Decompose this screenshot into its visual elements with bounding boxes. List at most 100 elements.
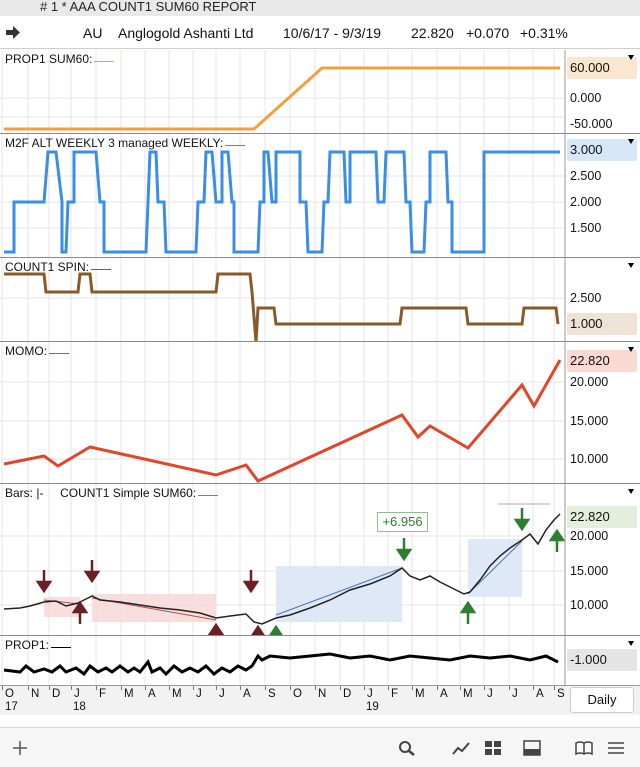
x-tick-mark <box>340 686 341 690</box>
current-value-badge: -1.000 <box>567 649 637 671</box>
symbol[interactable]: AU <box>83 25 103 41</box>
x-year-label: 19 <box>366 701 379 713</box>
x-month-label: S <box>268 688 276 700</box>
panel-menu-icon[interactable] <box>628 347 634 352</box>
current-value-badge: 60.000 <box>567 57 637 79</box>
panel-menu-icon[interactable] <box>628 139 634 144</box>
x-month-label: F <box>99 688 107 700</box>
x-tick-mark <box>412 686 413 690</box>
window-title: # 1 * AAA COUNT1 SUM60 REPORT <box>0 0 640 16</box>
m2f-panel[interactable]: M2F ALT WEEKLY 3 managed WEEKLY: 3.000 2… <box>0 134 640 258</box>
price-line <box>3 513 561 625</box>
prop1-panel[interactable]: PROP1: -1.000 <box>0 636 640 685</box>
x-month-label: J <box>219 688 225 700</box>
buy-arrow-marker <box>71 600 265 635</box>
panel-menu-icon[interactable] <box>628 263 634 268</box>
x-tick-mark <box>484 686 485 690</box>
green-arrow-marker <box>269 508 566 635</box>
y-tick: 2.500 <box>570 169 602 183</box>
gain-callout: +6.956 <box>377 512 428 532</box>
x-tick-mark <box>169 686 170 690</box>
x-month-label: A <box>536 688 544 700</box>
x-month-label: J <box>512 688 518 700</box>
company-name: Anglogold Ashanti Ltd <box>118 25 254 41</box>
x-tick-mark <box>460 686 461 690</box>
x-tick-mark <box>364 686 365 690</box>
x-tick-mark <box>96 686 97 690</box>
x-tick-mark <box>290 686 291 690</box>
down-zone <box>92 594 216 622</box>
prop1-line <box>3 652 559 677</box>
panel-icon[interactable] <box>523 740 541 756</box>
x-month-label: F <box>391 688 399 700</box>
symbol-info-bar: AU Anglogold Ashanti Ltd 10/6/17 - 9/3/1… <box>0 16 640 49</box>
momo-line <box>3 359 562 483</box>
x-tick-mark <box>388 686 389 690</box>
y-tick: 2.000 <box>570 195 602 209</box>
last-price: 22.820 <box>411 25 454 41</box>
y-tick: 10.000 <box>570 598 609 612</box>
y-tick: 10.000 <box>570 452 609 466</box>
count1-spin-panel[interactable]: COUNT1 SPIN: 2.500 1.000 <box>0 258 640 342</box>
x-month-label: M <box>463 688 473 700</box>
x-month-label: M <box>124 688 134 700</box>
y-tick: 2.500 <box>570 291 602 305</box>
search-icon[interactable] <box>398 740 416 756</box>
x-tick-mark <box>121 686 122 690</box>
prop1-plot <box>1 636 566 685</box>
forward-arrow-icon[interactable] <box>6 26 20 39</box>
x-axis[interactable]: O N D J F M A M J J A S O N D J F M A M J J A S 17 18 19 <box>0 685 640 715</box>
menu-icon[interactable] <box>607 740 625 756</box>
y-tick: 15.000 <box>570 414 609 428</box>
x-tick-mark <box>240 686 241 690</box>
x-month-label: M <box>172 688 182 700</box>
y-tick: 0.000 <box>570 91 602 105</box>
panel-label: PROP1: <box>5 638 72 652</box>
panel-label: COUNT1 SPIN: <box>5 260 112 274</box>
down-zone <box>44 597 80 617</box>
panel-menu-icon[interactable] <box>628 55 634 60</box>
x-tick-mark <box>49 686 50 690</box>
panel-label: Bars: |- COUNT1 Simple SUM60: <box>5 486 219 500</box>
grid-icon[interactable] <box>484 740 502 756</box>
bars-panel[interactable]: Bars: |- COUNT1 Simple SUM60: 22.820 20.… <box>0 484 640 636</box>
x-month-label: O <box>5 688 14 700</box>
momo-panel[interactable]: MOMO: 22.820 20.000 15.000 10.000 <box>0 342 640 484</box>
price-change: +0.070 <box>466 25 510 41</box>
prop1-sum60-line <box>4 66 560 131</box>
current-value-badge: 3.000 <box>567 139 637 161</box>
x-tick-mark <box>193 686 194 690</box>
x-month-label: M <box>415 688 425 700</box>
x-year-label: 17 <box>5 701 18 713</box>
x-month-label: N <box>318 688 327 700</box>
add-icon[interactable] <box>11 740 29 756</box>
x-month-label: N <box>31 688 40 700</box>
y-tick: 1.500 <box>570 221 602 235</box>
count1-spin-plot <box>0 258 566 341</box>
sell-arrow-marker <box>35 560 260 594</box>
x-tick-mark <box>2 686 3 690</box>
current-value-badge: 22.820 <box>567 350 637 372</box>
x-month-label: D <box>343 688 352 700</box>
chart-line-icon[interactable] <box>452 740 470 756</box>
date-range[interactable]: 10/6/17 - 9/3/19 <box>283 25 382 41</box>
prop1-sum60-panel[interactable]: PROP1 SUM60: 60.000 0.000 -50.000 <box>0 50 640 134</box>
x-month-label: O <box>293 688 302 700</box>
interval-selector[interactable]: Daily <box>570 687 634 713</box>
price-change-pct: +0.31% <box>520 25 568 41</box>
x-tick-mark <box>315 686 316 690</box>
panel-menu-icon[interactable] <box>628 489 634 494</box>
x-month-label: D <box>52 688 61 700</box>
x-tick-mark <box>71 686 72 690</box>
panel-menu-icon[interactable] <box>628 641 634 646</box>
y-tick: -50.000 <box>570 117 613 131</box>
y-tick: 15.000 <box>570 564 609 578</box>
y-tick: 20.000 <box>570 529 609 543</box>
x-month-label: S <box>557 688 565 700</box>
x-year-label: 18 <box>73 701 86 713</box>
m2f-plot <box>0 134 566 257</box>
book-icon[interactable] <box>575 740 593 756</box>
x-tick-mark <box>554 686 555 690</box>
m2f-line <box>4 150 560 254</box>
